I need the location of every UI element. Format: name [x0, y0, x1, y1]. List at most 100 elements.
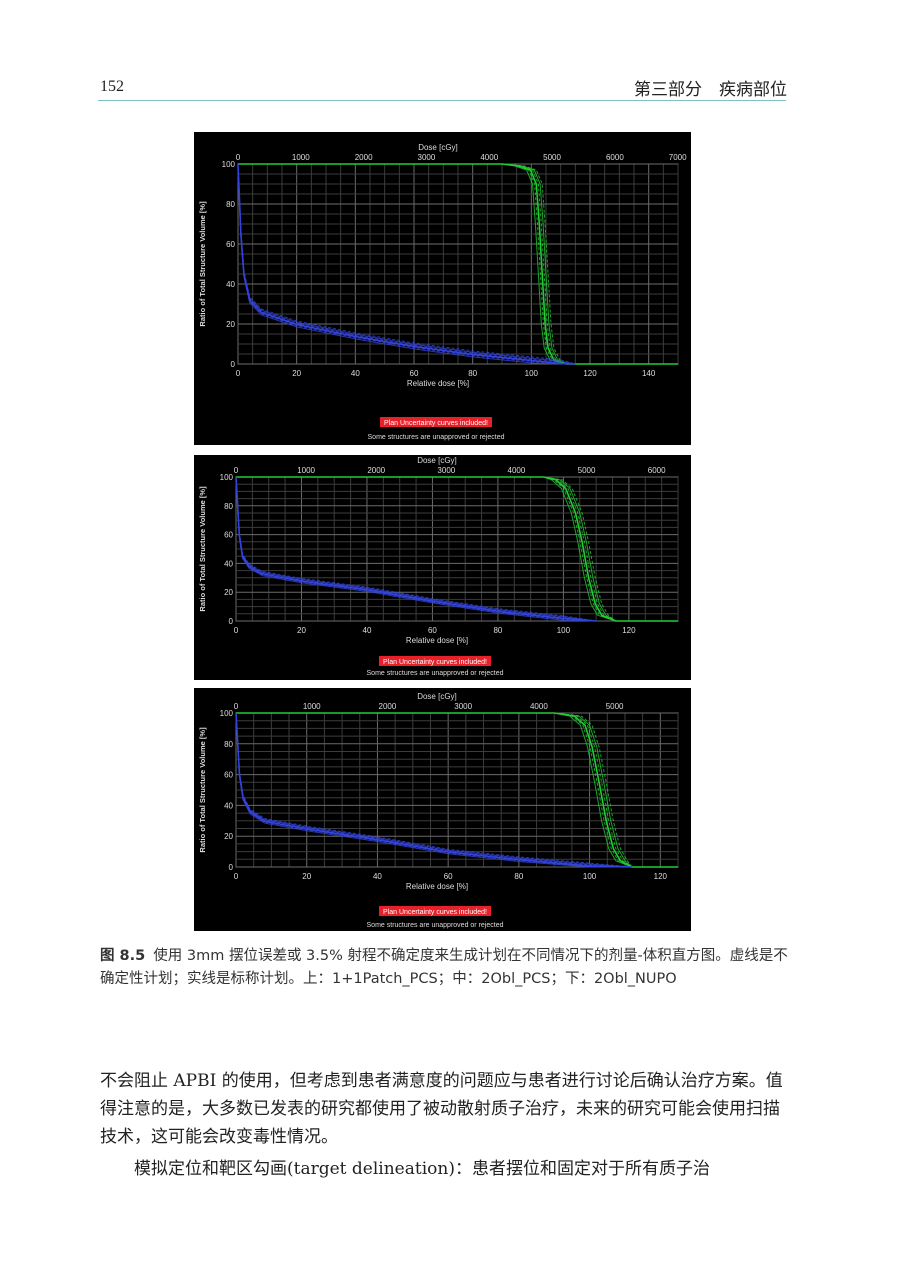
figure-caption-text: 使用 3mm 摆位误差或 3.5% 射程不确定度来生成计划在不同情况下的剂量-体… — [100, 948, 788, 987]
x2-tick-label: 0 — [236, 153, 241, 162]
y-tick-label: 20 — [226, 320, 235, 329]
x-tick-label: 40 — [373, 872, 382, 881]
y-axis-label: Ratio of Total Structure Volume [%] — [198, 727, 207, 853]
x-tick-label: 0 — [236, 369, 241, 378]
x-tick-label: 0 — [234, 626, 239, 635]
y-tick-label: 40 — [224, 801, 233, 810]
x-tick-label: 80 — [493, 626, 502, 635]
x2-tick-label: 4000 — [508, 466, 526, 475]
y-tick-label: 80 — [224, 740, 233, 749]
y-tick-label: 20 — [224, 588, 233, 597]
y-tick-label: 100 — [222, 160, 236, 169]
series-curve — [236, 476, 678, 622]
x2-tick-label: 5000 — [606, 702, 624, 711]
series-organ-blue — [235, 476, 597, 622]
series-target-green — [236, 476, 678, 622]
x-tick-label: 120 — [654, 872, 668, 881]
x2-tick-label: 1000 — [292, 153, 310, 162]
series-target-green — [236, 712, 678, 868]
series-curve — [236, 712, 678, 868]
x-tick-label: 0 — [234, 872, 239, 881]
x-tick-label: 140 — [642, 369, 656, 378]
dvh-chart-bottom: 0 20 40 60 80 100 120 0 1000 2000 3000 4000 5000 0 20 4… — [194, 688, 691, 931]
series-curve — [235, 712, 633, 868]
x-tick-label: 120 — [622, 626, 636, 635]
x2-tick-label: 2000 — [367, 466, 385, 475]
series-organ-blue — [235, 712, 633, 868]
x2-tick-label: 1000 — [297, 466, 315, 475]
series-curve — [236, 476, 678, 622]
y-tick-label: 80 — [224, 502, 233, 511]
plot-area — [235, 476, 679, 622]
x-axis-label: Relative dose [%] — [406, 636, 468, 645]
x2-axis-label: Dose [cGy] — [417, 692, 457, 701]
x-axis-label: Relative dose [%] — [406, 882, 468, 891]
warning-text: Plan Uncertainty curves included! — [383, 659, 487, 666]
x-tick-label: 20 — [297, 626, 306, 635]
x-tick-label: 20 — [292, 369, 301, 378]
y-tick-label: 100 — [220, 709, 234, 718]
y-tick-label: 0 — [229, 863, 234, 872]
y-tick-label: 80 — [226, 200, 235, 209]
page-number: 152 — [100, 78, 124, 95]
x2-tick-label: 5000 — [543, 153, 561, 162]
warning-text: Plan Uncertainty curves included! — [384, 420, 488, 427]
y-tick-label: 0 — [229, 617, 234, 626]
y-tick-label: 0 — [231, 360, 236, 369]
series-curve — [238, 163, 678, 365]
x-tick-label: 100 — [583, 872, 597, 881]
x-tick-label: 80 — [468, 369, 477, 378]
x2-tick-label: 6000 — [606, 153, 624, 162]
x2-tick-label: 7000 — [669, 153, 687, 162]
x2-tick-label: 5000 — [578, 466, 596, 475]
x-axis-label: Relative dose [%] — [407, 379, 469, 388]
header-rule — [98, 100, 786, 101]
x-tick-label: 100 — [525, 369, 539, 378]
plot-area — [235, 712, 679, 868]
note-text: Some structures are unapproved or reject… — [368, 434, 505, 441]
x-tick-label: 40 — [351, 369, 360, 378]
note-text: Some structures are unapproved or reject… — [367, 670, 504, 677]
dvh-chart-middle: 0 20 40 60 80 100 120 0 1000 2000 3000 4000 5000 6000… — [194, 455, 691, 680]
x2-axis-label: Dose [cGy] — [417, 456, 457, 465]
x2-tick-label: 3000 — [418, 153, 436, 162]
series-curve — [236, 712, 678, 868]
x-tick-label: 20 — [302, 872, 311, 881]
x2-tick-label: 2000 — [379, 702, 397, 711]
y-tick-label: 20 — [224, 832, 233, 841]
y-tick-label: 40 — [224, 559, 233, 568]
x-tick-label: 40 — [363, 626, 372, 635]
y-axis-label: Ratio of Total Structure Volume [%] — [198, 486, 207, 612]
series-curve — [236, 476, 678, 622]
body-paragraph-2: 模拟定位和靶区勾画(target delineation)：患者摆位和固定对于所… — [134, 1159, 710, 1179]
series-organ-blue — [237, 163, 576, 365]
y-tick-label: 60 — [226, 240, 235, 249]
x-tick-label: 60 — [444, 872, 453, 881]
y-tick-label: 100 — [220, 473, 234, 482]
body-paragraph-1: 不会阻止 APBI 的使用，但考虑到患者满意度的问题应与患者进行讨论后确认治疗方… — [100, 1071, 783, 1147]
figure-caption: 图 8.5 使用 3mm 摆位误差或 3.5% 射程不确定度来生成计划在不同情况下… — [100, 945, 790, 991]
x2-tick-label: 3000 — [437, 466, 455, 475]
y-axis-label: Ratio of Total Structure Volume [%] — [198, 201, 207, 327]
x2-tick-label: 0 — [234, 466, 239, 475]
note-text: Some structures are unapproved or reject… — [367, 922, 504, 929]
series-curve — [235, 476, 597, 622]
x2-tick-label: 0 — [234, 702, 239, 711]
x2-tick-label: 1000 — [303, 702, 321, 711]
figure-label: 图 8.5 — [100, 948, 146, 964]
dvh-chart-top: 0 20 40 60 80 100 120 140 0 1000 2000 3000 4000 5000 6… — [194, 132, 691, 445]
y-tick-label: 40 — [226, 280, 235, 289]
x2-axis-label: Dose [cGy] — [418, 143, 458, 152]
section-title: 第三部分 疾病部位 — [634, 80, 787, 100]
x-tick-label: 120 — [583, 369, 597, 378]
x-tick-label: 60 — [410, 369, 419, 378]
x2-tick-label: 3000 — [454, 702, 472, 711]
series-curve — [237, 163, 576, 365]
warning-badge — [379, 906, 491, 916]
y-tick-label: 60 — [224, 771, 233, 780]
x-tick-label: 100 — [557, 626, 571, 635]
x2-tick-label: 2000 — [355, 153, 373, 162]
x2-tick-label: 4000 — [530, 702, 548, 711]
x2-tick-label: 6000 — [648, 466, 666, 475]
